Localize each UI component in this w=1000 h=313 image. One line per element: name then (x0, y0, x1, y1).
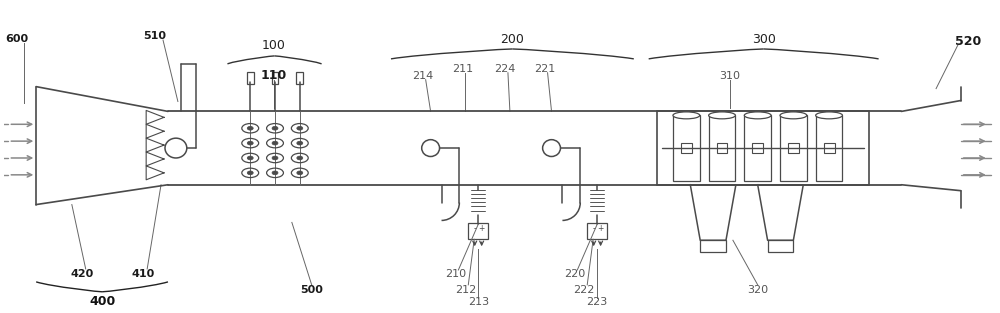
Bar (709, 115, 735, 181)
Ellipse shape (297, 171, 303, 175)
Bar (657, 111, 869, 185)
Text: 221: 221 (534, 64, 555, 74)
Text: 213: 213 (468, 297, 489, 307)
Text: 310: 310 (719, 71, 740, 81)
Text: 224: 224 (494, 64, 516, 74)
Bar (816, 115, 842, 181)
Bar (744, 115, 771, 181)
Text: 500: 500 (300, 285, 323, 295)
Text: 510: 510 (144, 31, 167, 41)
Bar (717, 143, 727, 153)
Bar (247, 72, 254, 84)
Ellipse shape (297, 141, 303, 145)
Ellipse shape (297, 156, 303, 160)
Text: 110: 110 (261, 69, 287, 82)
Ellipse shape (247, 126, 253, 130)
Ellipse shape (673, 112, 700, 119)
Ellipse shape (272, 156, 278, 160)
Bar (700, 240, 726, 252)
Text: 223: 223 (587, 297, 608, 307)
Bar (673, 115, 700, 181)
Text: -: - (592, 224, 595, 233)
Ellipse shape (272, 126, 278, 130)
Ellipse shape (247, 171, 253, 175)
Bar (272, 72, 278, 84)
Ellipse shape (165, 138, 187, 158)
Text: 100: 100 (262, 39, 286, 52)
Text: 600: 600 (5, 34, 28, 44)
Ellipse shape (297, 126, 303, 130)
Text: 320: 320 (747, 285, 768, 295)
Ellipse shape (247, 141, 253, 145)
Bar (752, 143, 763, 153)
Bar (824, 143, 835, 153)
Text: -: - (473, 224, 476, 233)
Text: 211: 211 (452, 64, 473, 74)
Bar (296, 72, 303, 84)
Text: 520: 520 (955, 34, 981, 48)
Bar (681, 143, 692, 153)
Ellipse shape (543, 140, 560, 156)
Text: 214: 214 (412, 71, 433, 81)
Ellipse shape (744, 112, 771, 119)
Ellipse shape (780, 112, 807, 119)
Text: 222: 222 (574, 285, 595, 295)
Bar (768, 240, 793, 252)
Ellipse shape (247, 156, 253, 160)
Text: 210: 210 (445, 269, 466, 279)
Text: 420: 420 (70, 269, 93, 279)
Ellipse shape (709, 112, 735, 119)
Ellipse shape (422, 140, 440, 156)
Ellipse shape (272, 141, 278, 145)
Text: +: + (478, 224, 485, 233)
Bar (468, 223, 488, 239)
Bar (788, 143, 799, 153)
Text: 400: 400 (89, 295, 115, 308)
Text: 212: 212 (455, 285, 476, 295)
Ellipse shape (272, 171, 278, 175)
Bar (587, 223, 607, 239)
Text: +: + (597, 224, 604, 233)
Text: 220: 220 (564, 269, 585, 279)
Ellipse shape (816, 112, 842, 119)
Text: 410: 410 (132, 269, 155, 279)
Text: 300: 300 (752, 33, 776, 46)
Bar (780, 115, 807, 181)
Text: 200: 200 (500, 33, 524, 46)
